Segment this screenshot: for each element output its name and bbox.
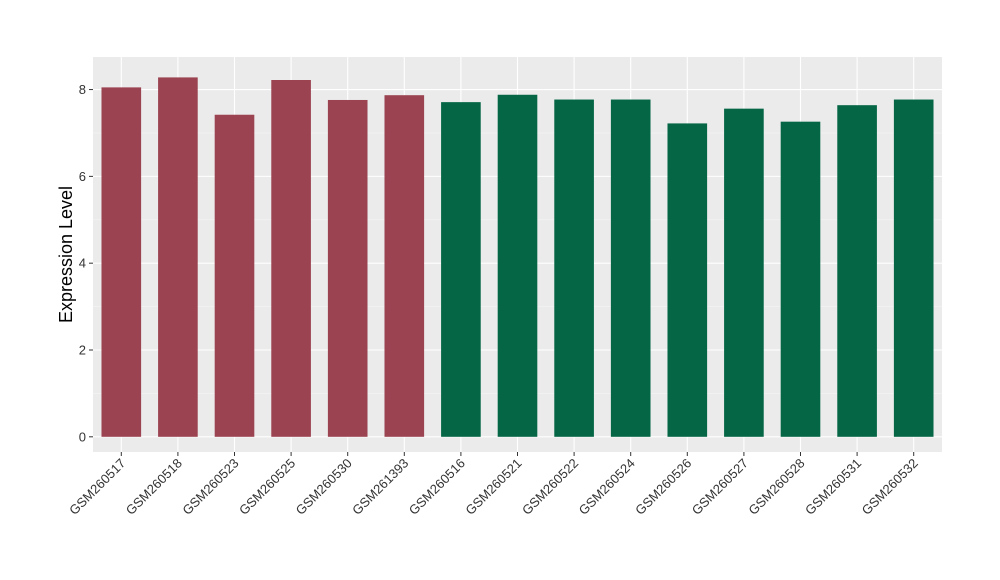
y-tick-label: 2 bbox=[79, 342, 86, 357]
x-tick-label: GSM260532 bbox=[859, 456, 921, 518]
bar-GSM260517 bbox=[101, 87, 142, 437]
y-axis-title: Expression Level bbox=[56, 186, 76, 323]
bar-GSM260524 bbox=[610, 99, 651, 437]
x-tick-label: GSM260518 bbox=[123, 456, 185, 518]
bar-GSM260516 bbox=[441, 102, 481, 437]
bar-GSM260531 bbox=[837, 105, 877, 437]
bar-GSM260530 bbox=[327, 99, 368, 437]
bar-GSM260518 bbox=[158, 77, 198, 437]
x-tick-label: GSM260523 bbox=[179, 456, 241, 518]
bar-GSM261393 bbox=[384, 95, 425, 437]
y-tick-label: 0 bbox=[79, 429, 86, 444]
bar-GSM260525 bbox=[271, 80, 311, 437]
x-axis: GSM260517GSM260518GSM260523GSM260525GSM2… bbox=[66, 452, 921, 518]
y-axis: 0 2 4 6 8 bbox=[79, 82, 93, 444]
bar-GSM260532 bbox=[893, 99, 934, 437]
x-tick-label: GSM260517 bbox=[66, 456, 128, 518]
y-tick-label: 8 bbox=[79, 82, 86, 97]
bar-GSM260523 bbox=[214, 114, 255, 437]
x-tick-label: GSM260521 bbox=[462, 456, 524, 518]
y-tick-label: 6 bbox=[79, 169, 86, 184]
bar-GSM260527 bbox=[724, 108, 764, 437]
y-tick-label: 4 bbox=[79, 256, 86, 271]
x-tick-label: GSM260524 bbox=[576, 456, 638, 518]
x-tick-label: GSM260526 bbox=[632, 456, 694, 518]
bar-GSM260522 bbox=[554, 99, 594, 437]
x-tick-label: GSM260522 bbox=[519, 456, 581, 518]
x-tick-label: GSM261393 bbox=[349, 456, 411, 518]
x-tick-label: GSM260531 bbox=[802, 456, 864, 518]
bar-GSM260526 bbox=[667, 123, 708, 437]
x-tick-label: GSM260516 bbox=[406, 456, 468, 518]
x-tick-label: GSM260525 bbox=[236, 456, 298, 518]
bar-GSM260521 bbox=[497, 94, 538, 437]
x-tick-label: GSM260527 bbox=[689, 456, 751, 518]
x-tick-label: GSM260530 bbox=[293, 456, 355, 518]
bar-GSM260528 bbox=[780, 121, 821, 437]
x-tick-label: GSM260528 bbox=[745, 456, 807, 518]
bars bbox=[101, 77, 934, 437]
